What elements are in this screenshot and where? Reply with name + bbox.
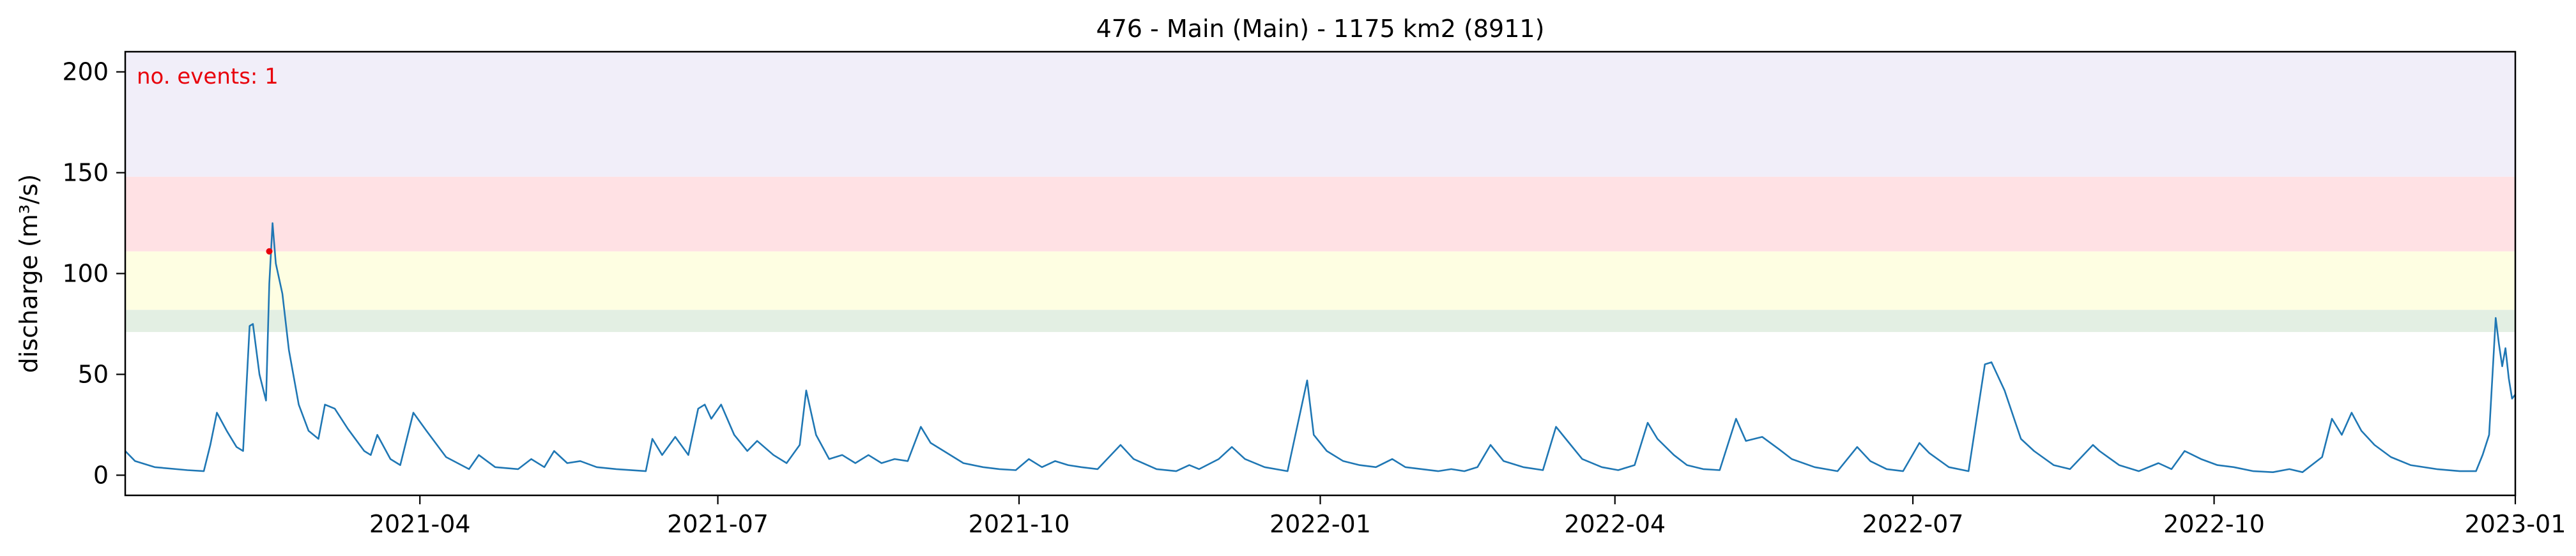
y-axis: 0 50 100 150 200 <box>62 58 125 489</box>
x-tick-label: 2022-04 <box>1564 510 1666 538</box>
x-tick-label: 2022-01 <box>1269 510 1371 538</box>
x-axis: 2021-04 2021-07 2021-10 2022-01 2022-04 2022-… <box>369 495 2566 538</box>
threshold-band-4 <box>125 52 2515 177</box>
threshold-bands <box>125 52 2515 333</box>
x-tick-label: 2022-10 <box>2163 510 2265 538</box>
threshold-band-3 <box>125 176 2515 252</box>
event-marker <box>266 248 273 255</box>
x-tick-label: 2021-04 <box>369 510 471 538</box>
x-tick-label: 2021-10 <box>969 510 1070 538</box>
y-tick-label: 0 <box>93 461 109 489</box>
threshold-band-2 <box>125 251 2515 310</box>
y-tick-label: 200 <box>62 58 109 86</box>
y-tick-label: 150 <box>62 159 109 187</box>
series-layer <box>125 222 2517 473</box>
event-count-annotation: no. events: 1 <box>137 64 279 89</box>
chart-title: 476 - Main (Main) - 1175 km2 (8911) <box>1096 15 1545 43</box>
x-tick-label: 2023-01 <box>2465 510 2566 538</box>
threshold-band-1 <box>125 310 2515 333</box>
y-axis-label: discharge (m³/s) <box>15 174 43 373</box>
x-tick-label: 2021-07 <box>667 510 769 538</box>
x-tick-label: 2022-07 <box>1862 510 1964 538</box>
discharge-series-line <box>125 222 2517 473</box>
event-layer <box>266 248 273 255</box>
y-tick-label: 100 <box>62 260 109 288</box>
y-tick-label: 50 <box>78 360 109 388</box>
